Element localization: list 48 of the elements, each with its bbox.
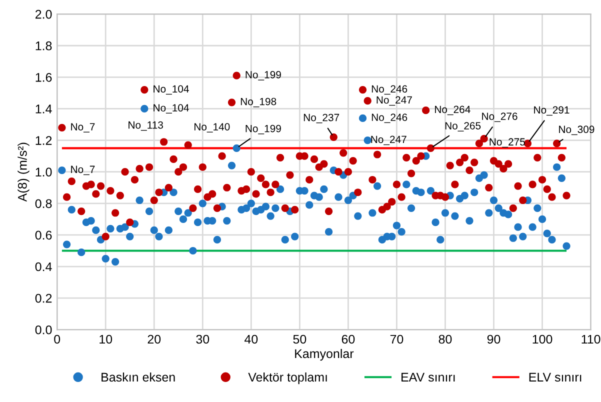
legend-label: ELV sınırı [529,372,582,382]
x-tick-label: 30 [196,334,210,344]
y-tick-label: 0.8 [35,199,52,208]
x-tick-label: 80 [438,334,452,344]
annotation: No_264 [435,106,470,116]
annotation: No_291 [534,106,570,116]
x-tick-label: 0 [54,334,60,344]
x-tick-label: 110 [582,334,600,344]
legend-label: EAV sınırı [402,372,455,382]
annotation: No_104 [154,85,189,95]
x-tick-label: 90 [487,334,500,344]
y-tick-label: 0.2 [35,294,52,303]
annotation: No_309 [559,126,594,136]
x-tick-label: 60 [342,334,355,344]
annotation: No_247 [371,136,406,146]
annotation: No_113 [128,121,163,131]
y-tick-label: 2.0 [35,10,52,19]
annotation: No_246 [372,85,408,95]
annotation: No_140 [194,123,230,132]
y-tick-label: 1.4 [36,104,52,114]
annotation: No_104 [154,104,189,114]
annotation: No_265 [445,122,481,132]
annotation: No_276 [482,112,518,122]
annotation: No_7 [71,166,95,176]
annotation: No_198 [240,98,276,108]
y-tick-label: 1.2 [36,136,52,145]
annotation: No_199 [246,124,281,134]
legend-label: Vektör toplamı [248,372,327,384]
x-tick-label: 20 [148,334,161,344]
y-tick-label: 1.6 [36,72,52,82]
x-axis-title: Kamyonlar [295,348,354,361]
y-tick-label: 0.4 [35,262,52,272]
y-axis-title: A(8) (m/s²) [18,142,30,202]
x-tick-label: 10 [100,334,112,344]
annotation: No_7 [71,123,95,132]
y-tick-label: 0.0 [35,325,52,334]
annotation: No_247 [376,96,412,106]
y-tick-label: 0.6 [35,230,52,240]
x-tick-label: 40 [244,334,258,344]
annotation: No_246 [372,114,408,123]
x-tick-label: 100 [532,334,552,344]
x-tick-label: 50 [293,334,306,344]
legend-label: Baskın eksen [102,372,175,382]
annotation: No_199 [246,71,281,80]
x-tick-label: 70 [390,334,404,344]
y-tick-label: 1.8 [36,41,52,50]
y-tick-label: 1.0 [36,168,52,177]
annotation: No_237 [304,114,340,124]
